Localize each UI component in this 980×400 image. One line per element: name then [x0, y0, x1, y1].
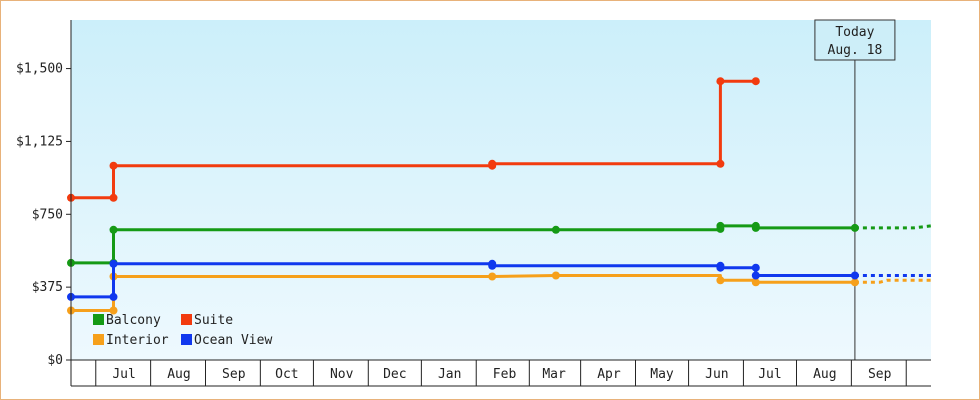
data-point-ocean-view — [109, 292, 118, 301]
legend-swatch — [181, 314, 192, 325]
x-tick-label: Oct — [275, 367, 298, 382]
data-point-interior — [109, 306, 118, 315]
x-tick-label: May — [650, 367, 674, 382]
data-point-suite — [488, 159, 497, 168]
today-label: Today — [835, 25, 874, 40]
x-tick-label: Dec — [383, 367, 406, 382]
legend-label: Balcony — [106, 313, 161, 328]
x-tick-label: Aug — [813, 367, 836, 382]
series-projection-balcony — [854, 224, 932, 230]
data-point-suite — [109, 193, 118, 202]
data-point-suite — [716, 77, 725, 86]
data-point-suite — [716, 159, 725, 168]
data-point-balcony — [716, 221, 725, 230]
data-point-ocean-view — [109, 259, 118, 268]
legend: Balcony Suite Interior Ocean View — [93, 313, 272, 348]
data-point-balcony — [109, 225, 118, 234]
data-point-interior — [850, 278, 859, 287]
series-lines — [67, 77, 932, 315]
data-point-balcony — [850, 223, 859, 232]
y-tick-label: $1,125 — [16, 134, 63, 149]
data-point-ocean-view — [751, 263, 760, 272]
x-tick-label: Jul — [758, 367, 781, 382]
legend-swatch — [93, 314, 104, 325]
x-axis: Jul Aug Sep Oct Nov Dec Jan Feb Mar Apr May Jun Jul A… — [71, 360, 931, 387]
x-tick-label: Sep — [868, 367, 892, 382]
data-point-interior — [751, 278, 760, 287]
x-tick-label: Sep — [222, 367, 246, 382]
x-tick-label: Mar — [542, 367, 566, 382]
data-point-interior — [551, 271, 560, 280]
data-point-ocean-view — [488, 261, 497, 270]
y-tick-label: $0 — [47, 353, 63, 368]
x-tick-label: Feb — [493, 367, 517, 382]
y-tick-label: $375 — [32, 280, 63, 295]
data-point-ocean-view — [751, 271, 760, 280]
data-point-balcony — [551, 225, 560, 234]
today-marker: Today Aug. 18 — [814, 19, 896, 360]
legend-swatch — [181, 334, 192, 345]
legend-label: Interior — [106, 333, 169, 348]
data-point-balcony — [751, 223, 760, 232]
data-point-interior — [716, 276, 725, 285]
legend-label: Suite — [194, 313, 233, 328]
data-point-suite — [109, 161, 118, 170]
data-point-suite — [751, 77, 760, 86]
x-tick-label: Nov — [330, 367, 354, 382]
x-tick-label: Apr — [597, 367, 621, 382]
y-axis-ticks: $0 $375 $750 $1,125 $1,500 — [16, 62, 71, 368]
legend-label: Ocean View — [194, 333, 272, 348]
data-point-interior — [488, 272, 497, 281]
x-tick-label: Jul — [112, 367, 135, 382]
legend-swatch — [93, 334, 104, 345]
x-tick-label: Aug — [167, 367, 190, 382]
x-tick-label: Jun — [705, 367, 728, 382]
plot-area — [71, 20, 931, 360]
data-point-ocean-view — [716, 263, 725, 272]
x-tick-label: Jan — [438, 367, 461, 382]
today-box — [814, 19, 896, 61]
today-date-label: Aug. 18 — [828, 43, 883, 58]
data-point-ocean-view — [850, 271, 859, 280]
y-tick-label: $750 — [32, 207, 63, 222]
y-tick-label: $1,500 — [16, 62, 63, 77]
